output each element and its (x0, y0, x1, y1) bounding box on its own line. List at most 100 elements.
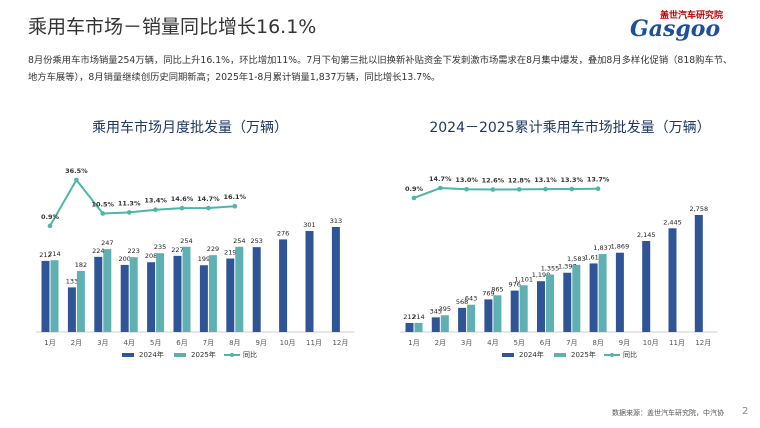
bar-label: 395 (439, 305, 451, 313)
yoy-marker (47, 223, 53, 229)
legend-label: 同比 (243, 350, 257, 359)
bar (405, 323, 414, 332)
yoy-label: 10.5% (92, 200, 115, 208)
bar-label: 568 (456, 298, 468, 306)
legend-label: 2024年 (519, 350, 544, 359)
bar (235, 246, 244, 332)
x-tick-label: 12月 (332, 339, 348, 347)
yoy-label: 14.7% (429, 175, 452, 183)
bar-label: 212 (39, 251, 51, 259)
bar (182, 246, 191, 332)
x-tick-label: 12月 (695, 339, 711, 347)
bar-label: 200 (118, 255, 130, 263)
x-tick-label: 6月 (176, 339, 187, 347)
x-tick-label: 5月 (150, 339, 161, 347)
bar-label: 235 (154, 243, 166, 251)
yoy-marker (411, 195, 417, 201)
bar-label: 212 (403, 313, 415, 321)
yoy-label: 11.3% (118, 199, 141, 207)
x-tick-label: 6月 (540, 339, 551, 347)
bar (458, 307, 467, 332)
yoy-label: 13.0% (455, 176, 478, 184)
bar (414, 322, 423, 332)
yoy-line (413, 187, 599, 199)
x-tick-label: 4月 (487, 339, 498, 347)
chart-cumulative: 2024－2025累计乘用车市场批发量（万辆） 1月 2月 3月 4月 5月 6月 7月 8月 9… (400, 119, 718, 359)
bar-label: 1,397 (558, 263, 577, 271)
x-tick-label: 10月 (280, 339, 296, 347)
bar (467, 304, 476, 332)
summary: 8月份乘用车市场销量254万辆，同比上升16.1%，环比增加11%。7月下旬第三… (28, 55, 733, 83)
bar-label: 976 (508, 281, 520, 289)
slide-title: 乘用车市场－销量同比增长16.1% (28, 16, 317, 38)
bar (50, 260, 59, 332)
yoy-label: 12.6% (482, 177, 505, 185)
yoy-label: 16.1% (224, 193, 247, 201)
x-tick-label: 9月 (255, 339, 266, 347)
x-tick-label: 3月 (461, 339, 472, 347)
yoy-label: 0.9% (405, 185, 424, 193)
bar-label: 1,583 (567, 255, 586, 263)
x-tick-label: 4月 (123, 339, 134, 347)
bar (668, 228, 677, 332)
bar (305, 231, 314, 332)
yoy-label: 14.6% (171, 195, 194, 203)
bar (572, 264, 581, 332)
bar-label: 208 (145, 252, 157, 260)
yoy-label: 36.5% (65, 167, 88, 175)
yoy-marker (206, 205, 211, 211)
bar (694, 215, 703, 332)
bar (589, 263, 598, 332)
page-number: 2 (742, 406, 749, 417)
bar (279, 239, 288, 332)
bar-label: 276 (277, 229, 289, 237)
bar (519, 285, 528, 332)
yoy-marker (543, 186, 548, 192)
legend-swatch (122, 353, 134, 357)
chart-title: 2024－2025累计乘用车市场批发量（万辆） (429, 119, 710, 136)
legend-marker (610, 353, 614, 357)
bar-label: 865 (491, 285, 503, 293)
bar-label: 1,869 (611, 243, 630, 251)
bar-label: 214 (412, 313, 424, 321)
bar (173, 255, 182, 332)
x-tick-label: 8月 (592, 339, 603, 347)
bar (156, 253, 165, 332)
bar-label: 247 (101, 239, 113, 247)
yoy-label: 13.7% (587, 176, 610, 184)
bar (331, 227, 340, 332)
bar-label: 227 (171, 246, 183, 254)
yoy-label: 13.4% (144, 197, 167, 205)
yoy-label: 12.8% (508, 176, 531, 184)
bar (76, 270, 85, 332)
yoy-marker (74, 177, 79, 183)
bar (67, 287, 76, 332)
bar (431, 317, 440, 332)
yoy-marker (153, 207, 158, 213)
bar-label: 254 (233, 237, 245, 245)
bar-label: 769 (482, 289, 494, 297)
yoy-marker (179, 205, 185, 211)
yoy-marker (100, 211, 106, 216)
chart-monthly: 乘用车市场月度批发量（万辆） 1月 2月 3月 4月 5月 6月 7月 8月 9月 10月 11月 12… (36, 119, 355, 359)
bar-label: 199 (198, 255, 210, 263)
bar-label: 182 (75, 261, 87, 269)
legend-label: 2024年 (139, 350, 164, 359)
bar-label: 214 (48, 250, 60, 258)
x-tick-label: 5月 (513, 339, 524, 347)
bar (252, 247, 261, 332)
x-tick-label: 3月 (97, 339, 108, 347)
bar (563, 272, 572, 332)
bar-label: 2,758 (689, 205, 708, 213)
yoy-marker (595, 186, 601, 192)
legend-label: 同比 (623, 350, 637, 359)
legend-swatch (554, 353, 566, 357)
bar-label: 301 (303, 221, 315, 229)
yoy-marker (126, 210, 132, 215)
yoy-marker (232, 203, 238, 209)
bar (642, 241, 651, 332)
bar (199, 265, 208, 332)
x-tick-label: 9月 (619, 339, 630, 347)
bar (510, 290, 519, 332)
